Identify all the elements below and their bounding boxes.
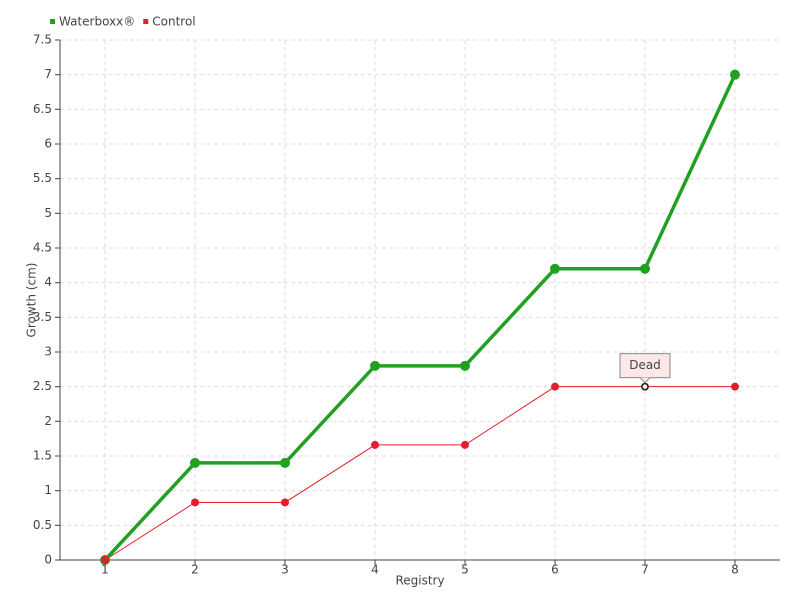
point (371, 440, 379, 449)
point (281, 498, 289, 507)
x-tick-label: 8 (731, 563, 739, 577)
y-tick-label: 7.5 (33, 33, 52, 47)
y-axis-label: Growth (cm) (25, 263, 39, 338)
point (280, 457, 290, 468)
y-tick-label: 4 (44, 275, 52, 289)
x-tick-label: 1 (101, 563, 109, 577)
point (191, 498, 199, 507)
y-tick-label: 2 (44, 414, 52, 428)
x-tick-label: 7 (641, 563, 649, 577)
y-tick-label: 3 (44, 345, 52, 359)
y-tick-label: 0 (44, 553, 52, 567)
y-tick-label: 5.5 (33, 171, 52, 185)
y-tick-label: 0.5 (33, 518, 52, 532)
point (640, 263, 650, 274)
y-tick-label: 4.5 (33, 241, 52, 255)
y-tick-label: 5 (44, 206, 52, 220)
y-tick-label: 6 (44, 137, 52, 151)
legend-label: Control (152, 15, 195, 29)
point (101, 556, 109, 564)
legend-swatch (50, 19, 55, 24)
point (370, 360, 380, 371)
y-tick-label: 2.5 (33, 379, 52, 393)
series-line (104, 386, 735, 561)
point (731, 382, 739, 391)
legend-label: Waterboxx® (59, 15, 135, 29)
x-tick-label: 4 (371, 563, 379, 577)
point (461, 440, 469, 449)
y-tick-label: 1 (44, 483, 52, 497)
point (550, 263, 560, 274)
y-tick-label: 3.5 (33, 310, 52, 324)
x-axis-label: Registry (395, 574, 444, 588)
annotation-pointer (639, 377, 651, 384)
point (190, 457, 200, 468)
annotation-marker (641, 382, 649, 391)
x-tick-label: 5 (461, 563, 469, 577)
y-tick-label: 6.5 (33, 102, 52, 116)
legend-swatch (143, 19, 149, 24)
point (551, 382, 559, 391)
x-tick-label: 6 (551, 563, 559, 577)
point (460, 360, 470, 371)
x-tick-label: 2 (191, 563, 199, 577)
y-tick-label: 1.5 (33, 449, 52, 463)
annotation-box (619, 353, 671, 379)
x-tick-label: 3 (281, 563, 289, 577)
annotation-text: Dead (629, 358, 661, 372)
y-tick-label: 7 (44, 67, 52, 81)
point (730, 69, 740, 80)
series-line (103, 73, 737, 562)
